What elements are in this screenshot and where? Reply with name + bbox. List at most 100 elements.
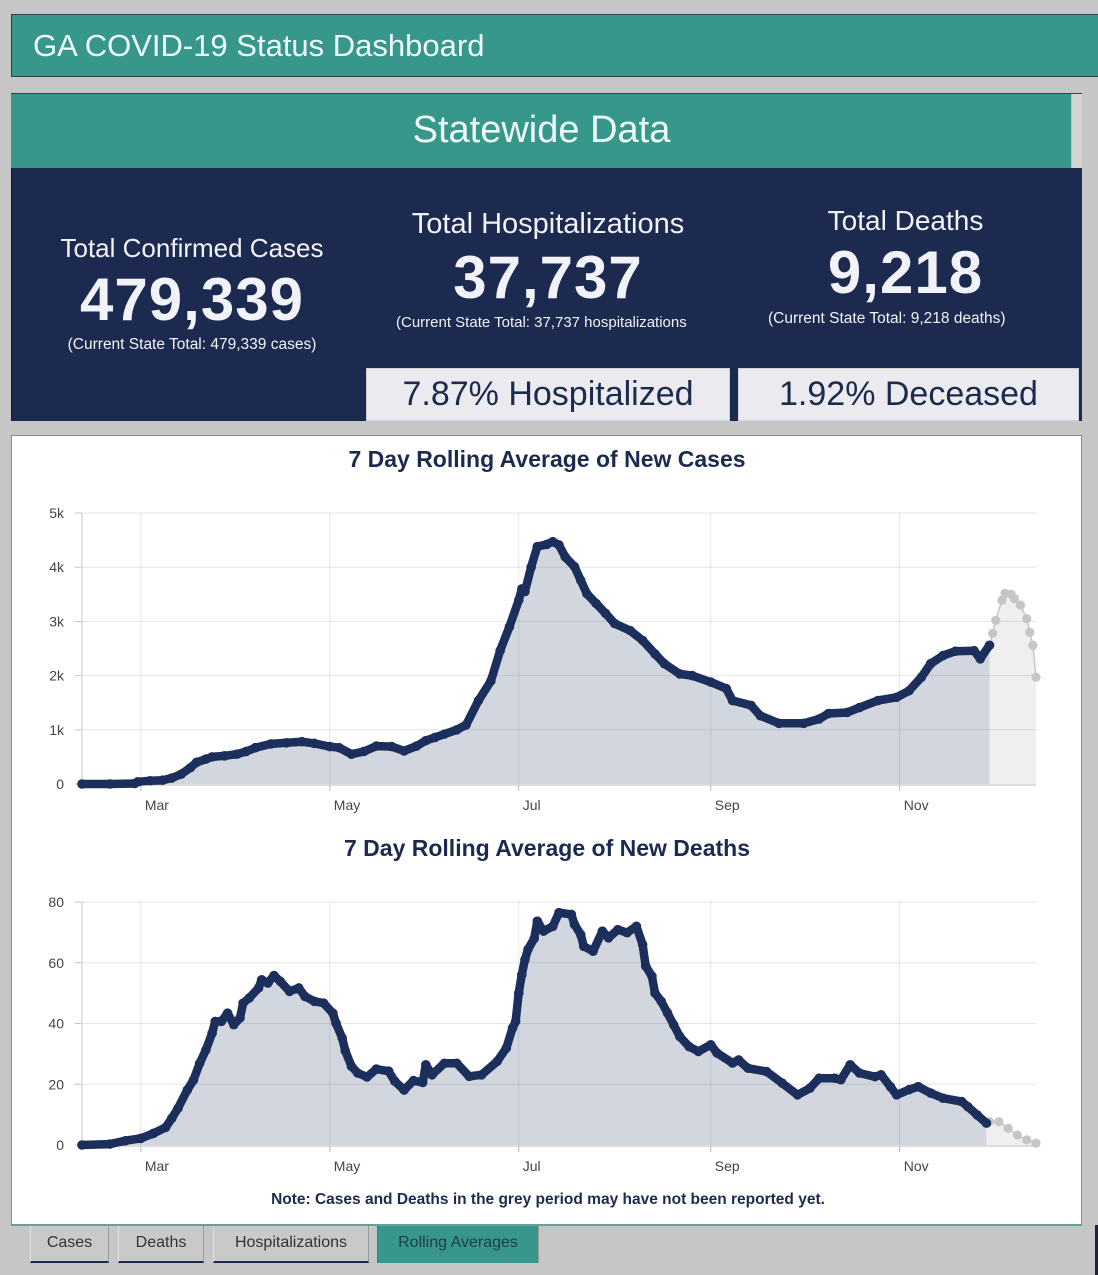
deaths-data-point[interactable] (792, 1090, 803, 1100)
deaths-data-point[interactable] (136, 1133, 146, 1144)
deaths-data-point[interactable] (222, 1008, 233, 1018)
deaths-data-point[interactable] (743, 1063, 753, 1073)
cases-data-point[interactable] (266, 739, 276, 749)
deaths-data-point[interactable] (876, 1070, 886, 1080)
cases-data-point[interactable] (359, 746, 369, 757)
cases-data-point[interactable] (798, 718, 809, 729)
cases-data-point[interactable] (504, 622, 515, 632)
deaths-data-point[interactable] (421, 1060, 431, 1070)
cases-data-point[interactable] (473, 695, 484, 706)
deaths-data-point[interactable] (668, 1019, 679, 1030)
deaths-data-point[interactable] (891, 1090, 902, 1100)
cases-data-point[interactable] (185, 762, 196, 773)
cases-provisional-point[interactable] (1015, 600, 1026, 610)
deaths-data-point[interactable] (476, 1070, 487, 1080)
deaths-data-point[interactable] (656, 996, 667, 1007)
cases-data-point[interactable] (250, 742, 261, 753)
deaths-data-point[interactable] (300, 991, 310, 1002)
cases-data-point[interactable] (486, 676, 496, 686)
deaths-data-point[interactable] (148, 1128, 159, 1139)
cases-data-point[interactable] (495, 645, 505, 656)
cases-data-point[interactable] (207, 752, 217, 762)
cases-data-point[interactable] (854, 702, 865, 713)
cases-data-point[interactable] (975, 653, 986, 664)
deaths-data-point[interactable] (569, 919, 580, 930)
cases-data-point[interactable] (625, 625, 636, 636)
cases-data-point[interactable] (324, 741, 335, 752)
cases-data-point[interactable] (950, 646, 961, 657)
cases-data-point[interactable] (513, 595, 524, 606)
cases-provisional-point[interactable] (1022, 614, 1032, 624)
deaths-data-point[interactable] (904, 1084, 914, 1095)
deaths-data-point[interactable] (309, 996, 320, 1007)
cases-data-point[interactable] (984, 640, 995, 651)
cases-data-point[interactable] (386, 741, 397, 752)
cases-data-point[interactable] (687, 670, 697, 681)
cases-data-point[interactable] (77, 779, 87, 789)
cases-data-point[interactable] (145, 775, 155, 786)
cases-data-point[interactable] (132, 777, 143, 787)
deaths-data-point[interactable] (439, 1058, 450, 1069)
cases-provisional-point[interactable] (1025, 627, 1035, 637)
cases-data-point[interactable] (814, 714, 824, 724)
cases-data-point[interactable] (746, 700, 756, 711)
deaths-data-point[interactable] (182, 1085, 193, 1095)
deaths-data-point[interactable] (408, 1075, 419, 1086)
cases-data-point[interactable] (105, 779, 115, 789)
cases-data-point[interactable] (582, 588, 592, 599)
deaths-data-point[interactable] (529, 933, 540, 944)
cases-data-point[interactable] (727, 695, 738, 706)
deaths-data-point[interactable] (346, 1061, 357, 1072)
deaths-data-point[interactable] (684, 1041, 694, 1052)
deaths-data-point[interactable] (548, 921, 558, 932)
cases-data-point[interactable] (520, 586, 530, 597)
deaths-provisional-point[interactable] (994, 1117, 1004, 1127)
deaths-data-point[interactable] (712, 1048, 722, 1058)
cases-data-point[interactable] (411, 741, 422, 751)
cases-data-point[interactable] (637, 635, 648, 646)
deaths-data-point[interactable] (253, 983, 264, 993)
cases-data-point[interactable] (232, 749, 242, 759)
deaths-data-point[interactable] (523, 944, 533, 955)
cases-data-point[interactable] (334, 742, 344, 753)
deaths-data-point[interactable] (674, 1031, 685, 1042)
cases-provisional-point[interactable] (1009, 594, 1019, 604)
cases-data-point[interactable] (873, 695, 883, 706)
deaths-data-point[interactable] (805, 1083, 815, 1093)
deaths-data-point[interactable] (328, 1008, 338, 1018)
deaths-data-point[interactable] (761, 1066, 772, 1077)
deaths-data-point[interactable] (275, 976, 286, 987)
cases-data-point[interactable] (281, 738, 292, 748)
cases-data-point[interactable] (916, 672, 927, 683)
deaths-data-point[interactable] (510, 1016, 521, 1027)
deaths-data-point[interactable] (263, 978, 273, 988)
deaths-data-point[interactable] (981, 1118, 992, 1128)
deaths-data-point[interactable] (972, 1110, 982, 1120)
cases-data-point[interactable] (560, 552, 570, 562)
cases-data-point[interactable] (191, 757, 202, 768)
cases-provisional-point[interactable] (988, 628, 998, 638)
cases-data-point[interactable] (532, 541, 543, 552)
cases-data-point[interactable] (774, 718, 784, 729)
deaths-data-point[interactable] (120, 1135, 131, 1146)
deaths-data-point[interactable] (207, 1028, 217, 1039)
deaths-data-point[interactable] (650, 988, 660, 998)
cases-data-point[interactable] (591, 598, 601, 609)
cases-data-point[interactable] (554, 540, 564, 550)
deaths-data-point[interactable] (836, 1074, 846, 1085)
cases-data-point[interactable] (823, 708, 834, 719)
deaths-data-point[interactable] (662, 1008, 673, 1018)
deaths-data-point[interactable] (845, 1060, 855, 1070)
cases-data-point[interactable] (721, 683, 732, 694)
tab-cases[interactable]: Cases (30, 1226, 109, 1263)
deaths-provisional-point[interactable] (1012, 1130, 1023, 1140)
cases-provisional-point[interactable] (1031, 672, 1041, 682)
deaths-data-point[interactable] (554, 907, 564, 918)
cases-data-point[interactable] (346, 749, 357, 759)
tab-hospitalizations[interactable]: Hospitalizations (213, 1226, 369, 1263)
cases-data-point[interactable] (430, 732, 440, 743)
deaths-data-point[interactable] (520, 954, 530, 965)
deaths-provisional-point[interactable] (1022, 1135, 1032, 1145)
deaths-data-point[interactable] (566, 909, 577, 920)
cases-data-point[interactable] (451, 725, 462, 735)
